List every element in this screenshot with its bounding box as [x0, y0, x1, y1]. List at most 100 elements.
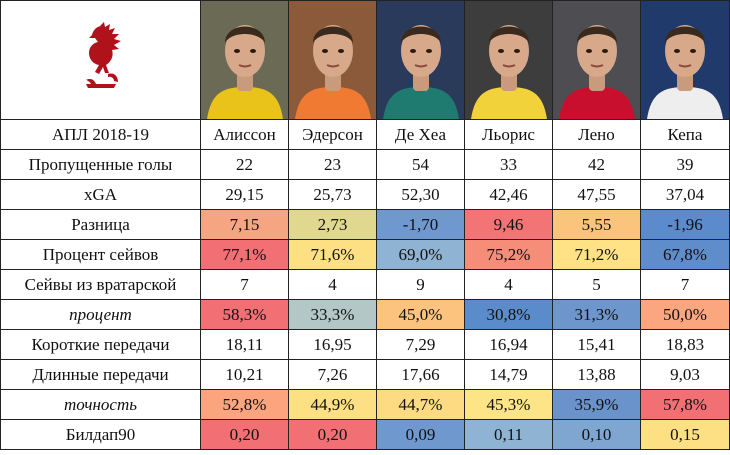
stat-value: 0,10 — [552, 419, 641, 450]
player-name: Де Хеа — [376, 119, 465, 150]
player-photo — [376, 0, 465, 120]
stat-value: 75,2% — [464, 239, 553, 270]
stat-value: 5 — [552, 269, 641, 300]
stat-value: 16,95 — [288, 329, 377, 360]
stat-value: 45,3% — [464, 389, 553, 420]
stat-value: 23 — [288, 149, 377, 180]
stat-value: 7,15 — [200, 209, 289, 240]
stat-row: Разница 7,15 2,73 -1,70 9,46 5,55 -1,96 — [0, 209, 730, 240]
photo-row — [0, 0, 730, 120]
stat-value: 45,0% — [376, 299, 465, 330]
player-portrait-icon — [201, 1, 288, 119]
stat-value: 44,7% — [376, 389, 465, 420]
stat-value: 7 — [200, 269, 289, 300]
stat-value: 52,8% — [200, 389, 289, 420]
stat-value: 42,46 — [464, 179, 553, 210]
stat-value: 0,11 — [464, 419, 553, 450]
stat-value: 9,03 — [640, 359, 730, 390]
player-portrait-icon — [465, 1, 552, 119]
stat-value: 29,15 — [200, 179, 289, 210]
stat-value: 0,15 — [640, 419, 730, 450]
stat-value: 50,0% — [640, 299, 730, 330]
stat-value: 4 — [464, 269, 553, 300]
season-label: АПЛ 2018-19 — [0, 119, 201, 150]
stat-value: 44,9% — [288, 389, 377, 420]
stat-row: Пропущенные голы 22 23 54 33 42 39 — [0, 149, 730, 180]
stat-value: -1,96 — [640, 209, 730, 240]
stat-row: Билдап90 0,20 0,20 0,09 0,11 0,10 0,15 — [0, 419, 730, 450]
stat-value: 2,73 — [288, 209, 377, 240]
stat-value: 30,8% — [464, 299, 553, 330]
player-photo — [288, 0, 377, 120]
stat-value: 47,55 — [552, 179, 641, 210]
stat-value: 5,55 — [552, 209, 641, 240]
stat-value: 33 — [464, 149, 553, 180]
stat-value: 18,11 — [200, 329, 289, 360]
stat-value: 0,20 — [200, 419, 289, 450]
stat-value: 35,9% — [552, 389, 641, 420]
player-portrait-icon — [377, 1, 464, 119]
stat-label: Сейвы из вратарской — [0, 269, 201, 300]
stat-label: Билдап90 — [0, 419, 201, 450]
stat-row: Короткие передачи 18,11 16,95 7,29 16,94 15,4… — [0, 329, 730, 360]
stat-value: 18,83 — [640, 329, 730, 360]
stat-value: 71,2% — [552, 239, 641, 270]
stat-value: 77,1% — [200, 239, 289, 270]
player-name: Кепа — [640, 119, 730, 150]
stat-value: 52,30 — [376, 179, 465, 210]
stat-value: 7,29 — [376, 329, 465, 360]
stat-value: 37,04 — [640, 179, 730, 210]
stat-value: 22 — [200, 149, 289, 180]
stat-row: точность 52,8% 44,9% 44,7% 45,3% 35,9% 57,8% — [0, 389, 730, 420]
player-name: Эдерсон — [288, 119, 377, 150]
stat-label: точность — [0, 389, 201, 420]
player-photo — [200, 0, 289, 120]
stat-value: 54 — [376, 149, 465, 180]
stat-value: 58,3% — [200, 299, 289, 330]
stat-value: 31,3% — [552, 299, 641, 330]
stat-value: 42 — [552, 149, 641, 180]
stat-value: 33,3% — [288, 299, 377, 330]
stat-value: 7,26 — [288, 359, 377, 390]
stat-value: 57,8% — [640, 389, 730, 420]
player-photo — [640, 0, 730, 120]
stat-label: Процент сейвов — [0, 239, 201, 270]
stat-value: 17,66 — [376, 359, 465, 390]
player-photo-frame — [465, 1, 552, 119]
stat-value: 4 — [288, 269, 377, 300]
stat-value: 9,46 — [464, 209, 553, 240]
stat-value: 0,09 — [376, 419, 465, 450]
logo-cell — [0, 0, 201, 120]
stat-value: 69,0% — [376, 239, 465, 270]
player-name: Льорис — [464, 119, 553, 150]
stat-value: 71,6% — [288, 239, 377, 270]
player-photo — [552, 0, 641, 120]
stat-value: 0,20 — [288, 419, 377, 450]
player-photo-frame — [641, 1, 729, 119]
stat-row: xGA 29,15 25,73 52,30 42,46 47,55 37,04 — [0, 179, 730, 210]
stat-value: -1,70 — [376, 209, 465, 240]
stat-row: процент 58,3% 33,3% 45,0% 30,8% 31,3% 50,0% — [0, 299, 730, 330]
stat-value: 16,94 — [464, 329, 553, 360]
stat-label: xGA — [0, 179, 201, 210]
player-photo-frame — [553, 1, 640, 119]
stat-value: 67,8% — [640, 239, 730, 270]
stat-label: процент — [0, 299, 201, 330]
stat-label: Пропущенные голы — [0, 149, 201, 180]
stat-value: 9 — [376, 269, 465, 300]
stat-row: Длинные передачи 10,21 7,26 17,66 14,79 13,88… — [0, 359, 730, 390]
stat-value: 15,41 — [552, 329, 641, 360]
player-photo-frame — [201, 1, 288, 119]
header-row: АПЛ 2018-19 Алиссон Эдерсон Де Хеа Льорис Ле… — [0, 119, 730, 150]
player-photo — [464, 0, 553, 120]
stat-value: 7 — [640, 269, 730, 300]
player-portrait-icon — [289, 1, 376, 119]
stat-value: 10,21 — [200, 359, 289, 390]
player-portrait-icon — [553, 1, 640, 119]
player-portrait-icon — [641, 1, 729, 119]
stat-row: Процент сейвов 77,1% 71,6% 69,0% 75,2% 71,2% 6… — [0, 239, 730, 270]
player-name: Алиссон — [200, 119, 289, 150]
stat-value: 25,73 — [288, 179, 377, 210]
player-photo-frame — [377, 1, 464, 119]
